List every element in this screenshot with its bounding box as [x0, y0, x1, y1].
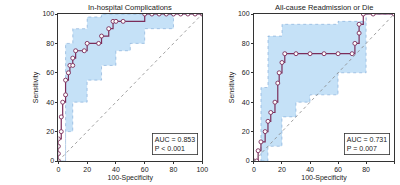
- svg-text:20: 20: [242, 128, 250, 135]
- svg-text:100: 100: [238, 10, 250, 17]
- svg-text:80: 80: [362, 166, 370, 173]
- svg-text:All-cause Readmission or Die: All-cause Readmission or Die: [275, 3, 373, 12]
- svg-text:AUC = 0.853P < 0.001: AUC = 0.853P < 0.001: [155, 136, 195, 152]
- svg-text:0: 0: [50, 157, 54, 164]
- svg-text:40: 40: [306, 166, 314, 173]
- svg-text:100-Specificity: 100-Specificity: [108, 174, 154, 182]
- svg-text:60: 60: [46, 69, 54, 76]
- svg-text:80: 80: [242, 40, 250, 47]
- svg-text:0: 0: [56, 166, 60, 173]
- svg-text:100-Specificity: 100-Specificity: [301, 174, 347, 182]
- svg-text:60: 60: [242, 69, 250, 76]
- svg-text:0: 0: [252, 166, 256, 173]
- svg-text:Sensitivity: Sensitivity: [32, 71, 40, 103]
- svg-text:40: 40: [46, 99, 54, 106]
- svg-text:60: 60: [141, 166, 149, 173]
- svg-text:100: 100: [42, 10, 54, 17]
- svg-text:80: 80: [170, 166, 178, 173]
- svg-text:AUC = 0.731P = 0.007: AUC = 0.731P = 0.007: [347, 136, 387, 152]
- svg-text:40: 40: [112, 166, 120, 173]
- svg-text:80: 80: [46, 40, 54, 47]
- svg-text:20: 20: [83, 166, 91, 173]
- svg-text:20: 20: [46, 128, 54, 135]
- svg-text:40: 40: [242, 99, 250, 106]
- svg-text:20: 20: [278, 166, 286, 173]
- svg-text:60: 60: [334, 166, 342, 173]
- svg-text:100: 100: [196, 166, 208, 173]
- svg-text:In-hospital Complications: In-hospital Complications: [88, 3, 172, 12]
- svg-text:Sensitivity: Sensitivity: [228, 71, 236, 103]
- svg-text:0: 0: [246, 157, 250, 164]
